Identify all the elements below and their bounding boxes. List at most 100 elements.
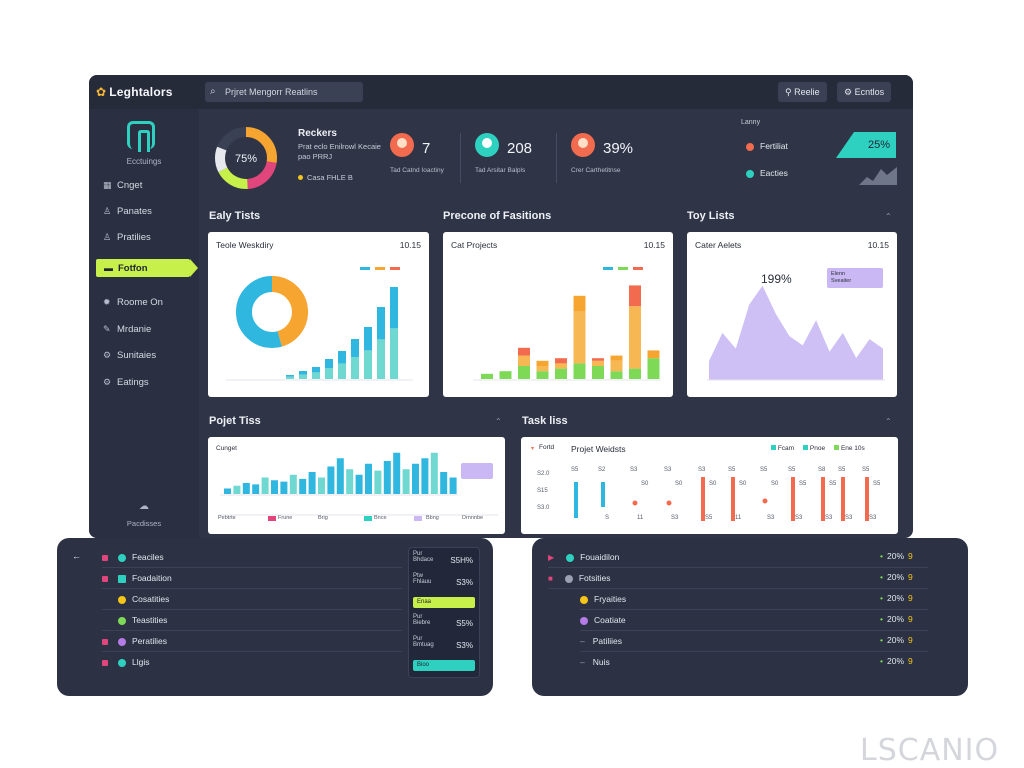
bar: [592, 358, 604, 361]
bar: [555, 358, 567, 364]
sidebar-item-label: Fotfon: [118, 263, 148, 274]
widgets-left-row: S3.0: [537, 505, 550, 511]
widget-col-label: S5: [838, 467, 846, 473]
list-item[interactable]: Cosatities: [102, 589, 402, 610]
sidebar-item-5[interactable]: ✎ Mrdanie: [103, 320, 151, 338]
summary-donut: 75%: [215, 127, 277, 189]
sidebar-item-7[interactable]: ⚙ Eatings: [103, 373, 149, 391]
bar: [821, 477, 825, 521]
widget-bottom-label: S3: [845, 515, 853, 521]
trend-row-2: Eacties: [746, 168, 788, 178]
header-button-2-label: Ecntlos: [854, 87, 885, 97]
list-item[interactable]: Peratilies: [102, 631, 402, 652]
trend-caption: Lanny: [741, 119, 761, 126]
bar: [592, 360, 604, 366]
bar: [518, 366, 530, 379]
widget-col-label: S8: [818, 467, 826, 473]
up-arrow-icon: •: [880, 551, 883, 561]
back-arrow-icon[interactable]: ←: [72, 551, 81, 561]
widget-col-label: S3: [664, 467, 672, 473]
mini-item[interactable]: Pur Bhdace S5H%: [413, 551, 475, 570]
avatar[interactable]: [571, 133, 595, 157]
sidebar-item-1[interactable]: ♙ Panates: [103, 202, 152, 220]
bar: [518, 355, 530, 366]
widget-mid-label: S0: [771, 481, 779, 487]
avatar[interactable]: [475, 133, 499, 157]
bar: [346, 469, 354, 494]
mini-bar[interactable]: Enaa: [413, 597, 475, 608]
status-dot: [566, 553, 575, 562]
mini-item[interactable]: Pur Biebre S5%: [413, 614, 475, 633]
mini-bar[interactable]: Bioo: [413, 660, 475, 671]
sidebar-item-2[interactable]: ♙ Pratilies: [103, 228, 151, 246]
list-item[interactable]: Llgis: [102, 652, 402, 673]
list-item[interactable]: – Nuis: [580, 652, 928, 673]
bar: [312, 372, 320, 379]
bar: [629, 306, 641, 369]
bar: [364, 327, 372, 351]
color-square: [102, 554, 108, 561]
legend-item: Pnoe: [809, 445, 826, 452]
mini-item[interactable]: Pur Bmtuag S3%: [413, 636, 475, 655]
search-icon: ⌕: [210, 86, 216, 97]
kpi-sub-3: Crer Carthetitnse: [571, 167, 621, 174]
list-item[interactable]: Feaciles: [102, 547, 402, 568]
legend-swatch: [360, 267, 370, 270]
bar: [865, 477, 869, 521]
bar: [791, 477, 795, 521]
sidebar-item-3[interactable]: ▬ Fotfon: [96, 259, 198, 277]
legend-swatch: [834, 445, 840, 450]
list-item[interactable]: Fryaities: [580, 589, 928, 610]
bar: [364, 350, 372, 379]
status-dot: [118, 553, 126, 562]
bar: [481, 373, 493, 379]
sidebar-item-4[interactable]: ✹ Roome On: [103, 293, 163, 311]
bar: [286, 375, 294, 377]
bar: [629, 285, 641, 307]
kpi-value-1: 7: [422, 140, 431, 157]
widget-col-label: S5: [728, 467, 736, 473]
legend-swatch: [803, 445, 809, 450]
list-item[interactable]: Coatiate: [580, 610, 928, 631]
header-button-2[interactable]: ⚙ Ecntlos: [837, 82, 892, 102]
bar: [701, 477, 705, 521]
row-value: • 20% 9: [880, 635, 913, 645]
sidebar-item-6[interactable]: ⚙ Sunitaies: [103, 346, 156, 364]
panel-right: ▶ Fouaidilon ■ Fotsities Fryaities Coatiat…: [532, 538, 968, 696]
bar: [377, 339, 385, 379]
list-item-label: Teastities: [132, 615, 168, 625]
chevron-up-icon[interactable]: ⌃: [885, 417, 892, 426]
list-item[interactable]: ■ Fotsities: [548, 568, 928, 589]
status-dot: [564, 574, 573, 583]
list-item[interactable]: ▶ Fouaidilon: [548, 547, 928, 568]
sidebar-item-0[interactable]: ▦ Cnget: [103, 176, 142, 194]
status-dot: [118, 616, 126, 625]
status-dot: [580, 616, 588, 625]
alerts-tag-line2: Sveaiter: [831, 278, 852, 284]
avatar[interactable]: [390, 133, 414, 157]
chevron-up-icon[interactable]: ⌃: [885, 212, 892, 221]
mini-item-t2: Bhdace: [413, 557, 434, 563]
card-value: 10.15: [643, 240, 665, 250]
app-logo-icon: [127, 121, 155, 152]
list-item[interactable]: Teastities: [102, 610, 402, 631]
mini-item-t1: Pur: [413, 551, 423, 557]
widget-mid-label: S5: [829, 481, 837, 487]
mini-item[interactable]: Ptw Fhlauu S3%: [413, 573, 475, 592]
mini-item-pct: S5%: [456, 619, 473, 628]
search-input[interactable]: ⌕ Prjret Mengorr Reatlins: [205, 82, 363, 102]
list-item[interactable]: – Patiliies: [580, 631, 928, 652]
alerts-tag: Elenn Sveaiter: [827, 268, 883, 288]
row-value: • 20% 9: [880, 593, 913, 603]
chevron-up-icon[interactable]: ⌃: [495, 417, 502, 426]
divider: [460, 133, 461, 183]
brand[interactable]: ✿ Leghtalors: [96, 85, 173, 99]
mini-item-t2: Bmtuag: [413, 642, 434, 648]
list-item[interactable]: Foadaition: [102, 568, 402, 589]
bar: [592, 366, 604, 379]
alerts-tag-line1: Elenn: [831, 271, 846, 277]
bar: [355, 474, 363, 494]
header-button-1[interactable]: ⚲ Reelie: [778, 82, 827, 102]
card-projects: Cat Projects 10.15: [443, 232, 673, 397]
widgets-col-a: Fortd: [539, 444, 555, 451]
